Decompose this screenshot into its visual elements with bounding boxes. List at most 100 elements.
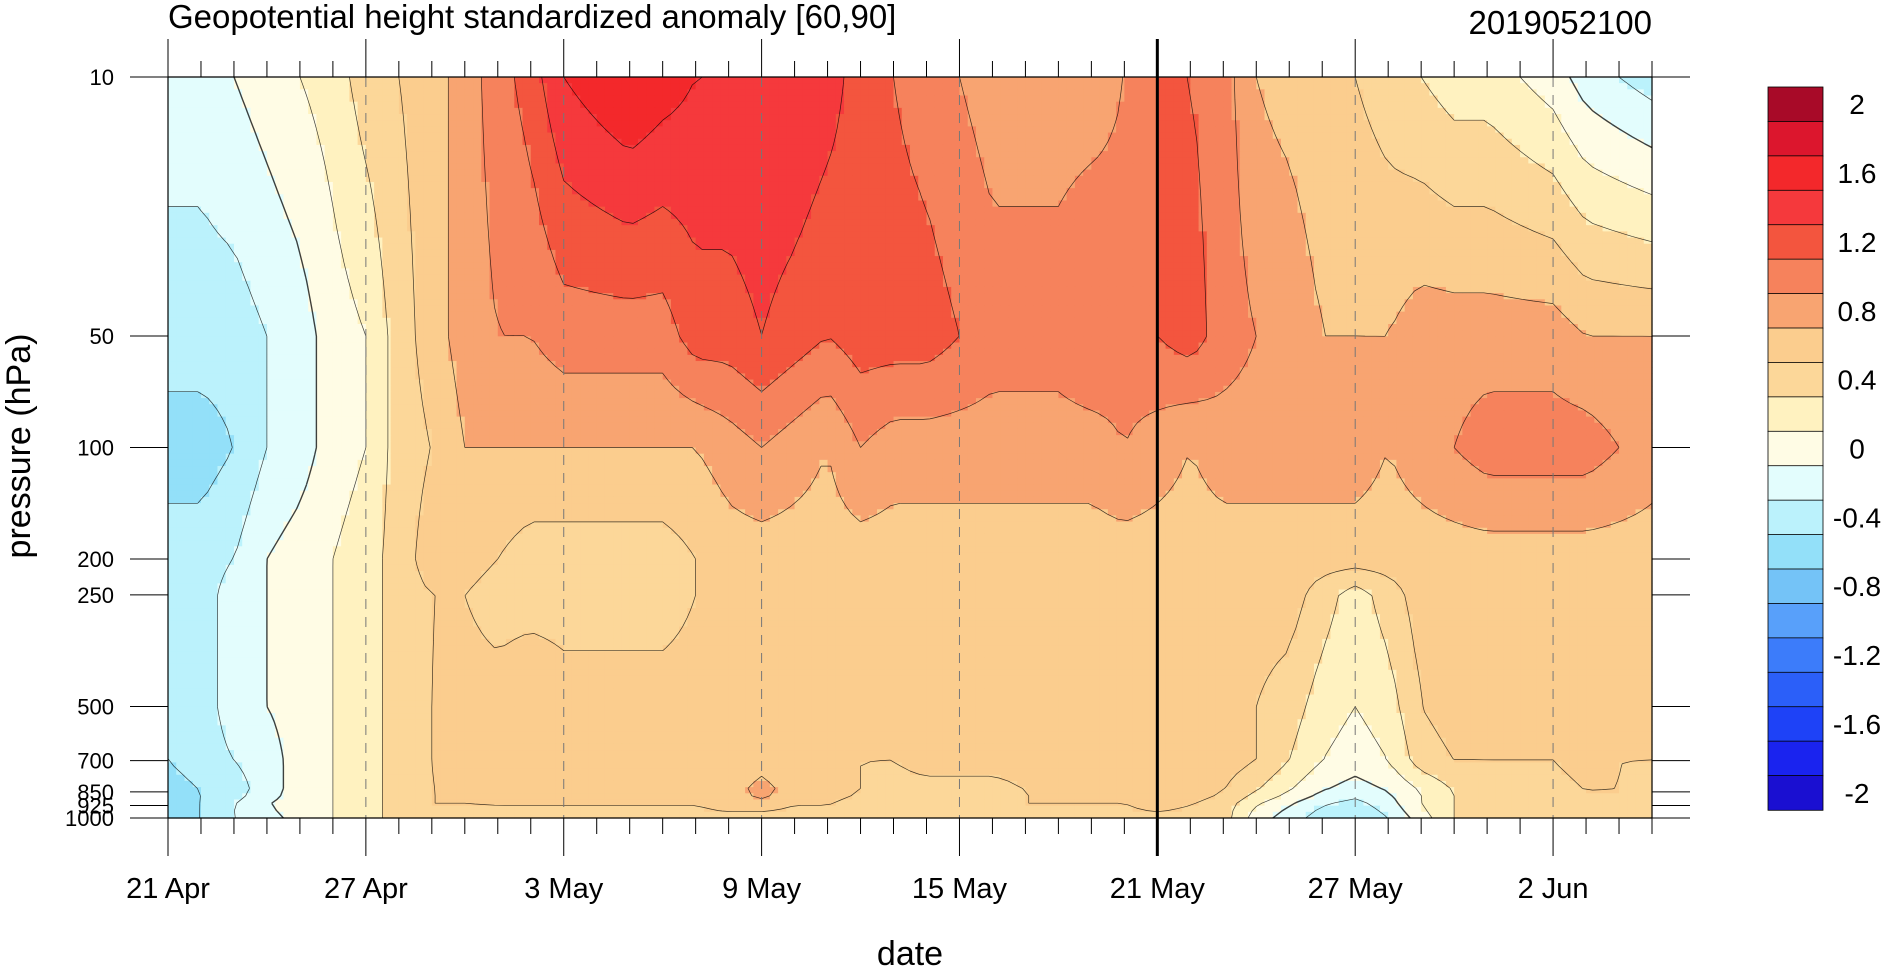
heat-cell <box>588 132 598 140</box>
heat-cell <box>934 120 944 127</box>
heat-cell <box>1520 225 1529 232</box>
heat-cell <box>794 231 804 239</box>
heat-cell <box>316 237 326 245</box>
heat-cell <box>332 194 342 202</box>
heat-cell <box>497 163 507 171</box>
heat-cell <box>934 231 944 239</box>
heat-cell <box>464 114 474 121</box>
heat-cell <box>382 163 392 171</box>
heat-cell <box>184 95 194 103</box>
heat-cell <box>184 83 194 90</box>
heat-cell <box>819 181 829 189</box>
heat-cell <box>1231 194 1241 202</box>
heat-cell <box>440 157 449 165</box>
heat-cell <box>753 163 763 171</box>
heat-cell <box>827 89 837 97</box>
heat-cell <box>1231 175 1241 183</box>
heat-cell <box>918 83 928 90</box>
heat-cell <box>918 188 928 195</box>
heat-cell <box>1412 151 1422 158</box>
heat-cell <box>555 194 565 202</box>
heat-cell <box>753 200 763 208</box>
heat-cell <box>1000 194 1010 202</box>
heat-cell <box>415 231 425 239</box>
heat-cell <box>967 194 977 202</box>
heat-cell <box>217 188 227 195</box>
heat-cell <box>1025 114 1035 121</box>
heat-cell <box>1182 181 1191 189</box>
heat-cell <box>687 77 697 84</box>
heat-cell <box>291 206 301 214</box>
heat-cell <box>1206 219 1216 226</box>
heat-cell <box>852 107 862 115</box>
heat-cell <box>1412 175 1422 183</box>
heat-cell <box>1371 114 1381 121</box>
heat-cell <box>332 89 342 97</box>
heat-cell <box>670 107 680 115</box>
heat-cell <box>1363 206 1373 214</box>
heat-cell <box>1470 206 1480 214</box>
heat-cell <box>1256 151 1266 158</box>
heat-cell <box>1429 157 1439 165</box>
heat-cell <box>604 126 614 134</box>
heat-cell <box>778 181 787 189</box>
heat-cell <box>877 243 886 251</box>
heat-cell <box>844 95 853 103</box>
heat-cell <box>1157 206 1167 214</box>
heat-cell <box>877 175 886 183</box>
heat-cell <box>1248 132 1257 140</box>
heat-cell <box>1478 114 1488 121</box>
heat-cell <box>1215 225 1224 232</box>
heat-cell <box>1033 114 1043 121</box>
heat-cell <box>407 83 416 90</box>
heat-cell <box>225 212 235 220</box>
heat-cell <box>1379 95 1389 103</box>
heat-cell <box>728 169 738 177</box>
heat-cell <box>720 188 730 195</box>
heat-cell <box>844 212 853 220</box>
heat-cell <box>802 120 812 127</box>
heat-cell <box>1396 194 1406 202</box>
heat-cell <box>341 188 350 195</box>
heat-cell <box>1305 181 1315 189</box>
heat-cell <box>1099 181 1109 189</box>
heat-cell <box>1066 163 1076 171</box>
heat-cell <box>357 95 367 103</box>
heat-cell <box>1643 77 1653 84</box>
heat-cell <box>209 157 219 165</box>
heat-cell <box>786 212 796 220</box>
heat-cell <box>1182 200 1191 208</box>
heat-cell <box>1569 83 1579 90</box>
heat-cell <box>440 163 449 171</box>
heat-cell <box>604 120 614 127</box>
heat-cell <box>588 231 598 239</box>
heat-cell <box>1165 126 1175 134</box>
heat-cell <box>1198 107 1208 115</box>
heat-cell <box>1627 237 1637 245</box>
heat-cell <box>1421 194 1430 202</box>
heat-cell <box>1215 243 1224 251</box>
heat-cell <box>1322 237 1332 245</box>
heat-cell <box>926 181 936 189</box>
heat-cell <box>440 181 449 189</box>
heat-cell <box>1239 219 1249 226</box>
heat-cell <box>341 114 350 121</box>
heat-cell <box>1099 231 1109 239</box>
heat-cell <box>1371 200 1381 208</box>
heat-cell <box>769 200 779 208</box>
heat-cell <box>374 151 383 158</box>
heat-cell <box>1544 83 1554 90</box>
heat-cell <box>613 194 623 202</box>
heat-cell <box>1157 144 1167 152</box>
heat-cell <box>168 243 177 251</box>
heat-cell <box>1264 101 1274 109</box>
heat-cell <box>1231 95 1241 103</box>
heat-cell <box>539 107 548 115</box>
heat-cell <box>1627 206 1637 214</box>
heat-cell <box>1643 231 1653 239</box>
heat-cell <box>1206 181 1216 189</box>
heat-cell <box>1182 138 1191 146</box>
heat-cell <box>332 175 342 183</box>
heat-cell <box>1058 243 1068 251</box>
heat-cell <box>621 225 631 232</box>
